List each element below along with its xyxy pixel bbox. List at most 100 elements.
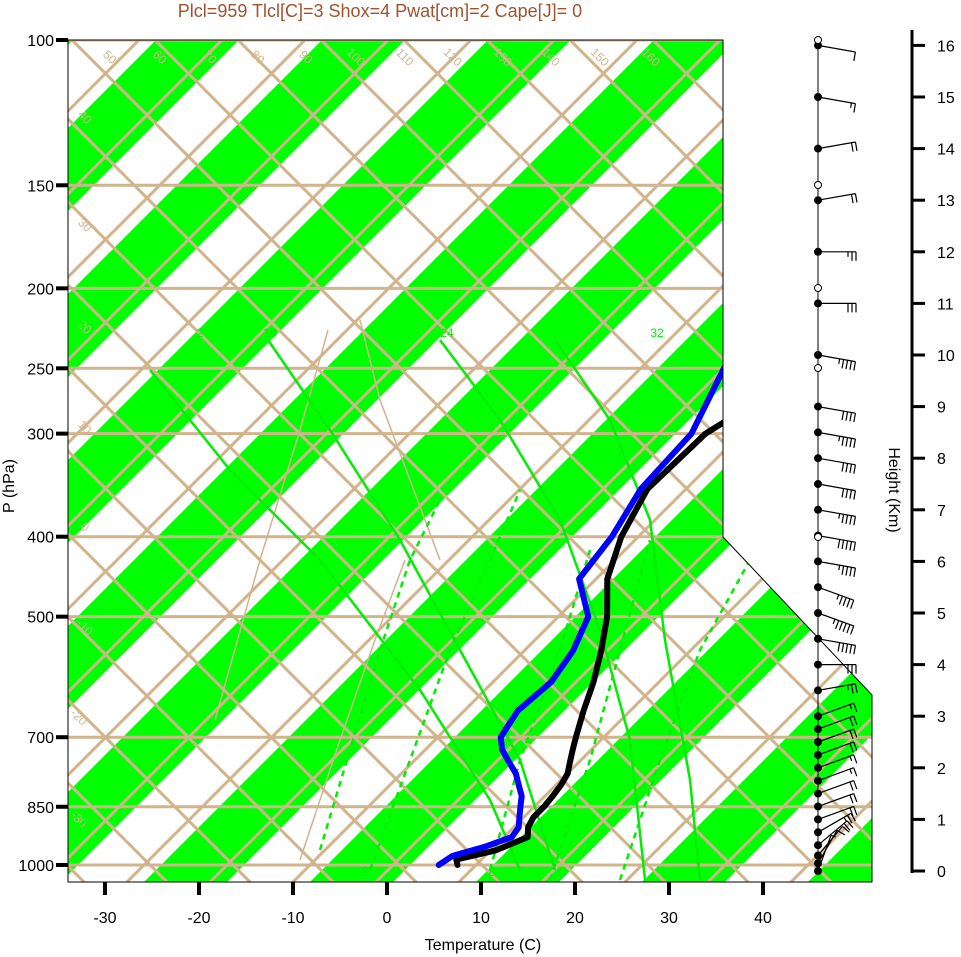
isotherm-label: 30 [721,118,748,145]
isotherm-line [68,40,264,882]
mixing-ratio-dashed [488,549,592,871]
adiabat-line [68,40,300,882]
mixing-ratio-dashed [368,489,522,871]
wind-level-dot [814,712,822,721]
pressure-level-marker [814,364,822,372]
x-tick-label: 0 [383,910,392,927]
wind-barb [817,44,857,61]
y-tick-label: 250 [27,361,54,378]
pressure-level-marker [814,36,822,44]
y-tick-label: 1000 [18,858,54,875]
wind-barb [817,820,854,846]
wind-level-dot [814,738,822,746]
wind-level-dot [814,802,822,811]
y-axis-label: P (hPa) [1,459,18,513]
wind-barb [818,663,857,674]
isotherm-line [68,40,430,882]
height-tick-label: 6 [937,554,946,571]
adiabat-line [68,40,872,882]
y-tick-label: 300 [27,427,54,444]
wind-level-dot [814,660,822,669]
height-tick-label: 9 [937,400,946,417]
saturation-adiabat [299,559,406,861]
wind-barb [817,612,855,635]
wind-level-dot [814,428,822,437]
wind-level-dot [814,247,822,256]
wind-level-dot [814,609,822,617]
isotherm-line [68,40,513,882]
wind-level-dot [814,557,822,566]
x-tick-label: 30 [660,910,678,927]
pressure-level-marker [814,284,822,292]
wind-barb [817,483,857,500]
pressure-level-marker [814,181,822,189]
wind-level-dot [814,196,822,205]
mixing-ratio-line [553,339,702,881]
mixing-ratio-dashed [318,499,442,851]
adiabat-line [945,0,961,930]
wind-barb [817,638,857,655]
adiabat-line [113,40,872,882]
saturation-adiabat [359,319,441,561]
isotherm-label: 0 [724,456,744,476]
wind-barb [818,302,857,313]
isotherm-line [492,40,872,882]
y-tick-label: 200 [27,281,54,298]
mixing-ratio-label: 32 [650,326,664,340]
adiabat-line [68,40,798,882]
mixing-ratio-dashed [548,539,652,881]
wind-barb [817,354,857,371]
wind-level-dot [814,789,822,798]
green-band [428,40,872,882]
y-tick-label: 100 [27,33,54,50]
green-band [68,40,872,882]
wind-level-dot [814,299,822,308]
adiabat-line [528,40,872,882]
y-tick-label: 850 [27,800,54,817]
height-tick-label: 15 [937,90,955,107]
x-tick-label: 20 [566,910,584,927]
chart-title: Plcl=959 Tlcl[C]=3 Shox=4 Pwat[cm]=2 Cap… [178,1,582,21]
green-band [594,40,872,882]
wind-level-dot [814,505,822,514]
wind-level-dot [814,851,822,860]
x-axis: -30 -20 -10 0 10 20 30 40 [93,882,772,927]
wind-level-dot [814,750,822,759]
wind-barb [817,586,855,609]
y-tick-label: 150 [27,178,54,195]
wind-barb [817,431,857,448]
isotherm-line [68,40,347,882]
isotherm-label: -10 [746,536,777,567]
wind-barb [817,702,858,717]
wind-level-dot [814,480,822,488]
wind-barb [817,780,858,795]
isotherm-line [575,40,872,882]
wind-barb [817,715,858,730]
isotherm-line [68,40,596,882]
wind-barb [817,457,857,474]
adiabat-line [68,40,383,882]
x-tick-label: -20 [187,910,210,927]
wind-level-dot [814,351,822,359]
height-tick-label: 5 [937,606,946,623]
height-tick-label: 4 [937,658,946,675]
wind-level-dot [814,828,822,837]
green-band [68,40,777,882]
wind-barb [817,767,858,782]
height-tick-label: 0 [937,864,946,881]
adiabat-line [68,40,549,882]
wind-level-dot [814,776,822,785]
wind-barb [817,825,850,856]
wind-barb [817,754,858,769]
adiabat-line [445,40,872,882]
wind-level-dot [814,867,822,875]
x-tick-label: 10 [472,910,490,927]
plot-frame [67,39,873,883]
isotherm-line [68,40,845,882]
wind-level-dot [814,583,822,592]
y-tick-label: 500 [27,610,54,627]
height-tick-label: 10 [937,348,955,365]
wind-barb [817,741,858,756]
mixing-ratio-lines: 2 16 24 32 3 8 [149,326,752,881]
